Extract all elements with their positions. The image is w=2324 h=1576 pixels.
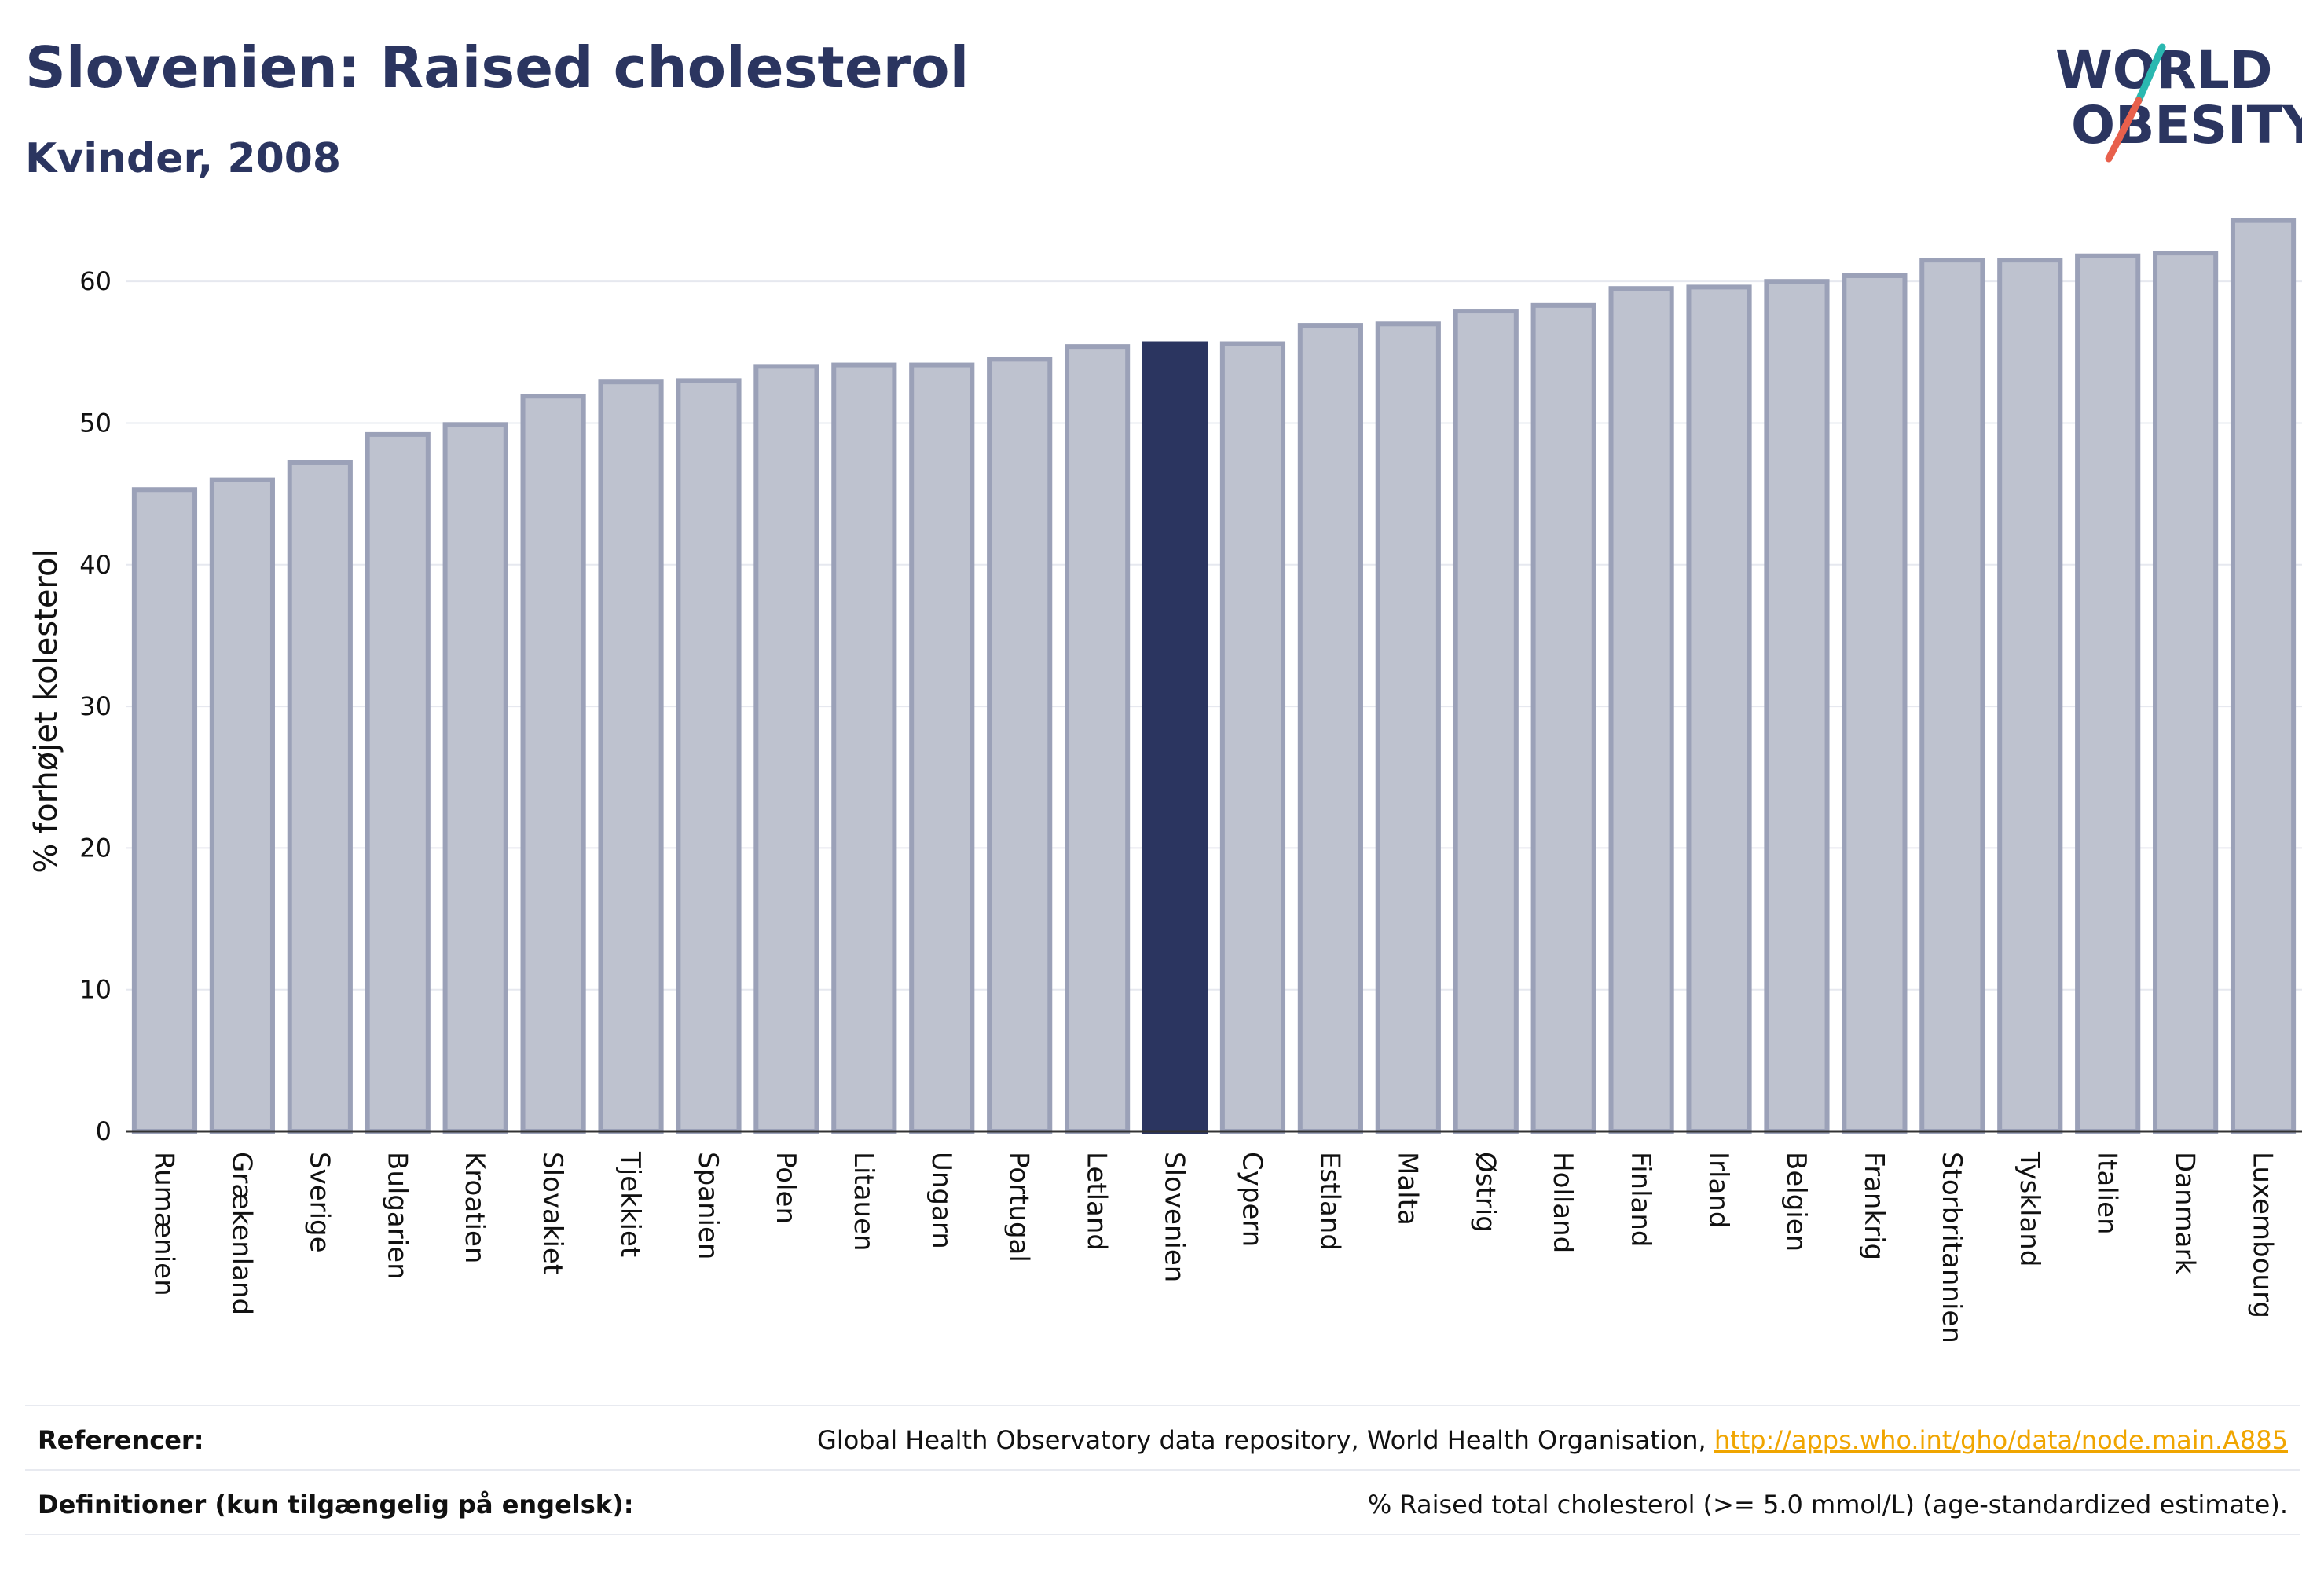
x-tick-label: Ungarn	[926, 1152, 957, 1249]
bar-litauen[interactable]	[831, 362, 897, 1134]
bar-portugal[interactable]	[987, 357, 1053, 1134]
references-value: Global Health Observatory data repositor…	[817, 1425, 2288, 1455]
x-tick-label: Rumænien	[148, 1152, 179, 1296]
logo-slash-teal	[2135, 43, 2166, 104]
references-link[interactable]: http://apps.who.int/gho/data/node.main.A…	[1714, 1425, 2288, 1455]
bars	[131, 218, 2297, 1134]
x-axis-labels: Rumænien Grækenland Sverige Bulgarien Kroati…	[148, 1151, 2278, 1343]
bar-sverige[interactable]	[287, 460, 353, 1134]
x-tick-label: Bulgarien	[381, 1152, 412, 1280]
y-axis-label: % forhøjet kolesterol	[28, 548, 64, 873]
bar-rumænien[interactable]	[131, 487, 198, 1134]
definitions-value: % Raised total cholesterol (>= 5.0 mmol/…	[1367, 1490, 2288, 1519]
definitions-label: Definitioner (kun tilgængelig på engelsk…	[38, 1490, 634, 1519]
y-tick-label: 30	[79, 691, 112, 721]
footer-divider-bottom	[25, 1534, 2300, 1535]
x-tick-label: Letland	[1081, 1152, 1113, 1251]
bar-holland[interactable]	[1530, 302, 1596, 1134]
bar-storbritannien[interactable]	[1919, 258, 1985, 1134]
x-tick-label: Slovenien	[1159, 1152, 1190, 1282]
bar-tjekkiet[interactable]	[598, 379, 664, 1134]
x-tick-label: Frankrig	[1858, 1152, 1890, 1260]
x-tick-label: Østrig	[1469, 1152, 1501, 1233]
y-tick-label: 0	[96, 1116, 112, 1146]
bar-tyskland[interactable]	[1997, 258, 2063, 1134]
x-tick-label: Litauen	[848, 1152, 879, 1252]
bar-danmark[interactable]	[2153, 251, 2219, 1134]
x-tick-label: Malta	[1391, 1152, 1423, 1226]
x-tick-label: Kroatien	[459, 1152, 490, 1263]
world-obesity-logo[interactable]: WORLD OBESITY	[2043, 24, 2302, 173]
chart-title: Slovenien: Raised cholesterol	[25, 35, 970, 101]
bar-estland[interactable]	[1297, 323, 1363, 1134]
y-axis-ticks: 0 10 20 30 40 50 60	[79, 266, 112, 1146]
x-tick-label: Belgien	[1780, 1152, 1812, 1252]
logo-slash-red	[2105, 97, 2143, 163]
bar-kroatien[interactable]	[442, 422, 508, 1134]
x-tick-label: Polen	[770, 1152, 801, 1224]
x-tick-label: Spanien	[692, 1152, 724, 1259]
footer-divider-top	[25, 1405, 2300, 1406]
bar-bulgarien[interactable]	[365, 431, 431, 1134]
bar-polen[interactable]	[753, 364, 819, 1134]
y-tick-label: 50	[79, 408, 112, 438]
x-tick-label: Storbritannien	[1936, 1152, 1967, 1343]
bar-østrig[interactable]	[1453, 309, 1519, 1134]
y-tick-label: 20	[79, 833, 112, 863]
bar-ungarn[interactable]	[909, 362, 975, 1134]
bar-frankrig[interactable]	[1842, 273, 1908, 1134]
bar-irland[interactable]	[1686, 284, 1752, 1134]
y-tick-label: 60	[79, 266, 112, 296]
x-tick-label: Luxembourg	[2247, 1152, 2278, 1318]
references-text: Global Health Observatory data repositor…	[817, 1425, 1714, 1455]
x-tick-label: Tyskland	[2014, 1151, 2045, 1266]
x-tick-label: Estland	[1314, 1152, 1345, 1251]
bar-luxembourg[interactable]	[2230, 218, 2297, 1134]
x-tick-label: Sverige	[303, 1152, 335, 1253]
bar-letland[interactable]	[1065, 344, 1131, 1134]
bar-malta[interactable]	[1375, 321, 1441, 1134]
bar-slovakiet[interactable]	[520, 394, 586, 1134]
x-tick-label: Finland	[1625, 1152, 1656, 1248]
bar-italien[interactable]	[2075, 253, 2141, 1134]
x-tick-label: Portugal	[1003, 1152, 1035, 1263]
y-tick-label: 10	[79, 975, 112, 1005]
bar-spanien[interactable]	[676, 378, 742, 1134]
bar-chart: 0 10 20 30 40 50 60 Rumænien Grækenland Sverige B…	[28, 218, 2302, 1343]
references-label: Referencer:	[38, 1425, 204, 1455]
x-tick-label: Irland	[1703, 1152, 1734, 1228]
bar-grækenland[interactable]	[209, 477, 275, 1134]
x-tick-label: Slovakiet	[537, 1152, 568, 1274]
x-tick-label: Cypern	[1236, 1152, 1267, 1247]
footer-divider-middle	[25, 1469, 2300, 1471]
x-tick-label: Grækenland	[225, 1152, 257, 1315]
bar-belgien[interactable]	[1764, 279, 1830, 1134]
x-tick-label: Tjekkiet	[614, 1151, 646, 1257]
x-tick-label: Italien	[2091, 1152, 2123, 1235]
x-tick-label: Danmark	[2169, 1152, 2201, 1274]
x-tick-label: Holland	[1547, 1152, 1578, 1253]
y-tick-label: 40	[79, 550, 112, 580]
bar-finland[interactable]	[1608, 286, 1674, 1134]
bar-slovenien[interactable]	[1142, 341, 1208, 1134]
logo-text-obesity: OBESITY	[2071, 95, 2302, 156]
bar-cypern[interactable]	[1219, 341, 1286, 1134]
chart-subtitle: Kvinder, 2008	[25, 135, 342, 182]
